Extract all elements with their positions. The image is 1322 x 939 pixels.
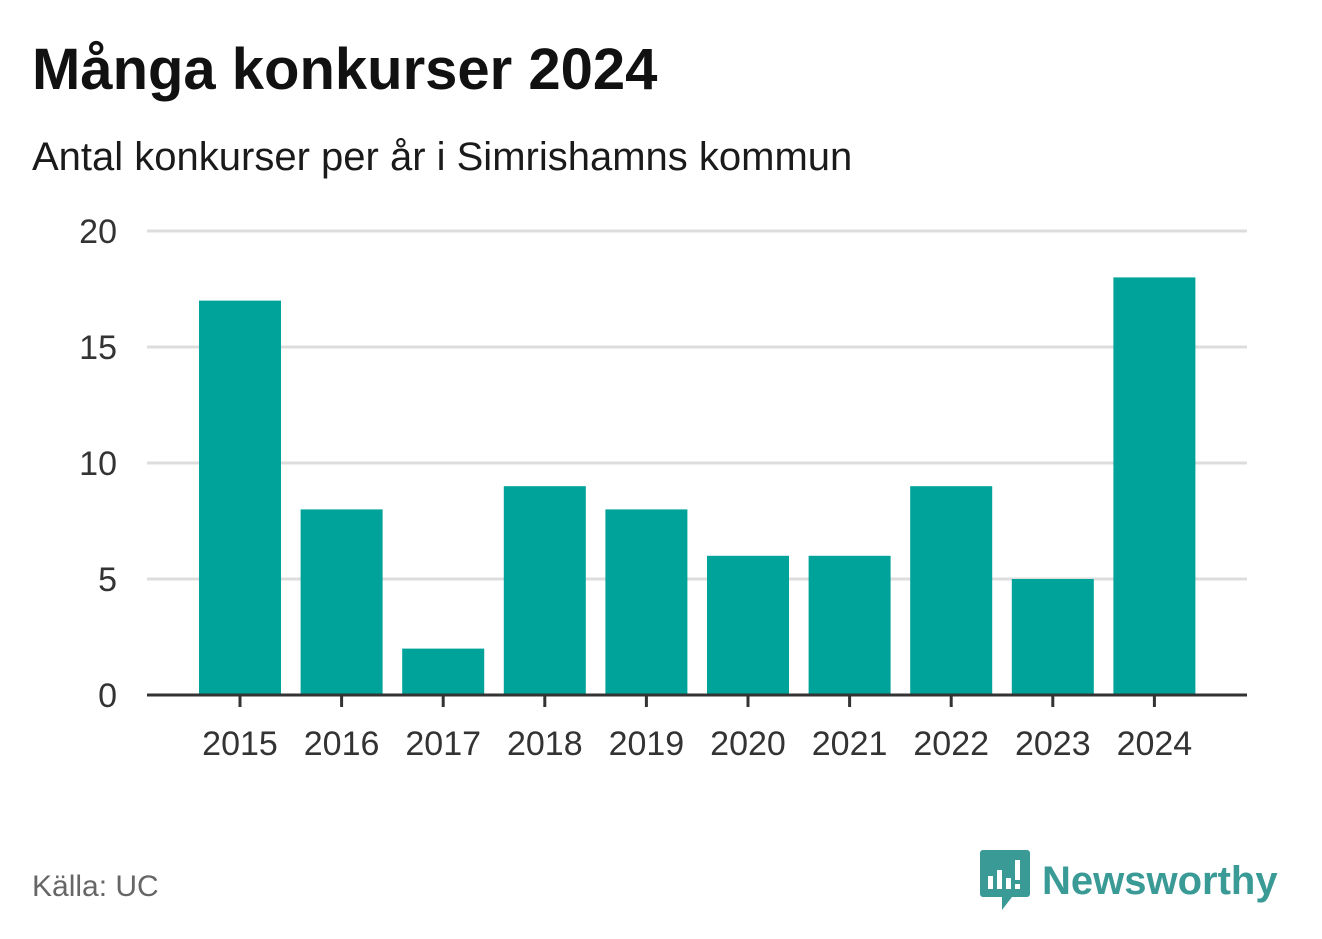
x-tick-label: 2024: [1117, 725, 1193, 763]
x-tick-label: 2020: [710, 725, 786, 763]
y-axis-ticks: 0 5 10 15 20: [79, 213, 117, 715]
bar-2018: [503, 486, 586, 695]
y-tick-label: 5: [98, 561, 117, 599]
x-tick-label: 2015: [202, 725, 278, 763]
bar-2020: [707, 555, 789, 695]
x-tick-label: 2022: [913, 725, 989, 763]
x-tick-label: 2023: [1015, 725, 1091, 763]
bar-2021: [808, 555, 891, 695]
x-axis-ticks: 2015 2016 2017 2018 2019 2020 2021 2022 2023 2024: [202, 695, 1192, 763]
y-tick-label: 10: [79, 445, 117, 483]
bar-2023: [1011, 579, 1094, 695]
x-tick-label: 2017: [405, 725, 481, 763]
bar-2024: [1113, 277, 1196, 695]
chart-subtitle: Antal konkurser per år i Simrishamns kom…: [32, 135, 853, 179]
y-tick-label: 20: [79, 213, 117, 251]
bar-2017: [402, 648, 485, 695]
bar-2016: [300, 509, 383, 695]
brand-name: Newsworthy: [1042, 859, 1278, 903]
x-tick-label: 2019: [609, 725, 685, 763]
y-tick-label: 0: [98, 677, 117, 715]
y-tick-label: 15: [79, 329, 117, 367]
source-note: Källa: UC: [32, 870, 159, 903]
bar-2015: [199, 300, 281, 695]
bar-2022: [910, 486, 993, 695]
x-tick-label: 2018: [507, 725, 583, 763]
bars: [199, 277, 1196, 695]
newsworthy-logo: Newsworthy: [980, 850, 1278, 912]
chart-title: Många konkurser 2024: [32, 37, 658, 102]
bar-2019: [605, 509, 688, 695]
x-tick-label: 2021: [812, 725, 888, 763]
x-tick-label: 2016: [304, 725, 380, 763]
newsworthy-chart-bubble-icon: [980, 850, 1030, 910]
